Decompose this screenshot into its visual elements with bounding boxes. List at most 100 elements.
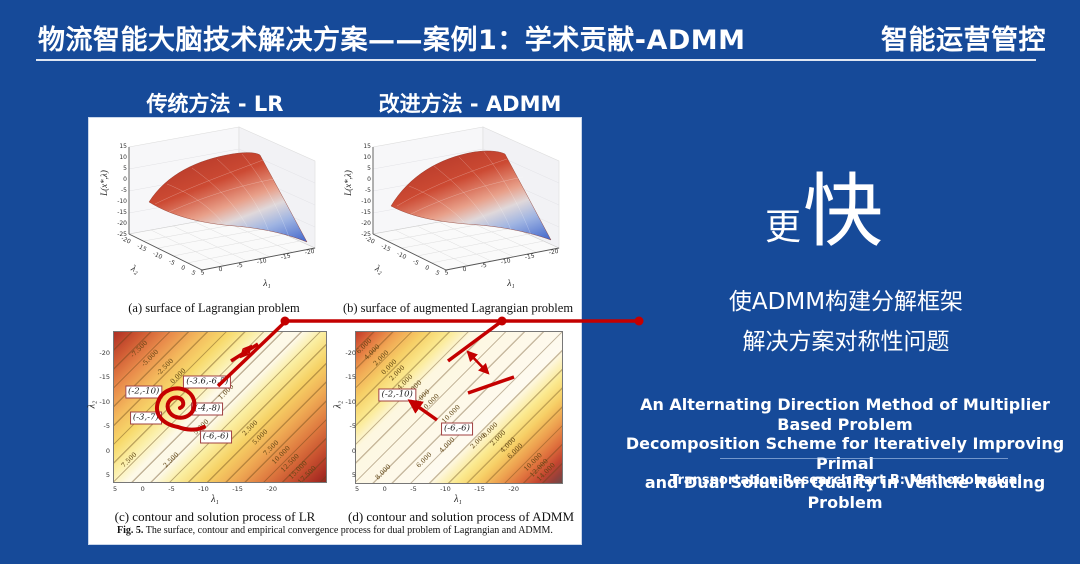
solution-point-label: (-6,-6)	[440, 422, 473, 436]
paper-divider	[720, 458, 1008, 459]
paper-title-line: An Alternating Direction Method of Multi…	[640, 395, 1050, 434]
header-divider	[36, 59, 1036, 61]
key-points: 使ADMM构建分解框架 解决方案对称性问题	[630, 282, 1062, 362]
axis-tick-label: -10	[198, 485, 209, 493]
axis-tick-label: 5	[200, 269, 206, 277]
axis-tick-label: 5	[444, 269, 450, 277]
axis-tick-label: -15	[474, 485, 485, 493]
x-axis-label: λ₁	[454, 494, 462, 505]
axis-tick-label: -15	[361, 209, 371, 216]
axis-tick-label: 0	[423, 264, 431, 273]
surface-mesh	[148, 152, 308, 243]
highlight-faster: 更 快	[640, 172, 1008, 252]
subplot-a-surface: 15 10 5 0 -5 -10 -15 -20 -25 L(x*,λ) -20 -15 -10 -5…	[97, 122, 331, 320]
subplot-d-contour: 6.000 4.000 2.000 0.000 2.000 4.000 6.000 8.000…	[332, 319, 581, 529]
axis-tick-label: 15	[119, 143, 127, 150]
highlight-big-char: 快	[803, 165, 883, 258]
axis-tick-label: 5	[351, 470, 356, 479]
axis-tick-label: -10	[440, 485, 451, 493]
axis-tick-label: -20	[345, 349, 356, 357]
axis-tick-label: 0	[140, 485, 145, 493]
y-axis-ticks: -20 -15 -10 -5 0 5	[97, 349, 110, 479]
axis-tick-label: -15	[345, 373, 356, 382]
axis-tick-label: -20	[266, 485, 277, 493]
axis-tick-label: 5	[123, 165, 127, 172]
contour-level-label: 4.000	[437, 435, 457, 455]
contour-field-admm: 6.000 4.000 2.000 0.000 2.000 4.000 6.000 8.000…	[355, 331, 563, 484]
axis-tick-label: -5	[480, 261, 488, 270]
axis-tick-label: 0	[123, 176, 127, 183]
solution-point-label: (-3,-7)	[129, 411, 162, 424]
axis-tick-label: -15	[99, 373, 110, 382]
solution-point-label: (-4,-8)	[191, 402, 224, 415]
subplot-b-caption: (b) surface of augmented Lagrangian prob…	[342, 301, 574, 315]
axis-tick-label: 0	[462, 265, 468, 274]
label-improved-method: 改进方法 - ADMM	[378, 92, 562, 116]
axis-tick-label: -20	[117, 220, 127, 227]
paper-title-line: and Dual Solution Quality in Vehicle Rou…	[644, 473, 1046, 512]
x-axis-ticks: 5 0 -5 -10 -15 -20	[113, 485, 277, 493]
subplot-a-caption: (a) surface of Lagrangian problem	[128, 301, 300, 315]
axis-tick-label: -20	[99, 349, 110, 357]
axis-tick-label: 0	[218, 265, 224, 274]
subplot-c-caption: (c) contour and solution process of LR	[114, 509, 316, 524]
axis-tick-label: 15	[363, 143, 371, 150]
axis-tick-label: -10	[117, 198, 127, 205]
axis-tick-label: 0	[179, 264, 187, 273]
subplot-b-surface: 15 10 5 0 -5 -10 -15 -20 -25 L(x*,λ) -20 -15 -10 -5…	[341, 122, 575, 320]
axis-tick-label: -5	[365, 187, 371, 194]
axis-tick-label: -5	[236, 261, 244, 270]
axis-tick-label: -25	[361, 231, 371, 238]
x-axis-label: λ₁	[263, 279, 271, 289]
axis-tick-label: 0	[367, 176, 371, 183]
paper-title: An Alternating Direction Method of Multi…	[615, 395, 1075, 512]
axis-tick-label: -20	[361, 220, 371, 227]
x-axis-label: λ₁	[211, 494, 219, 505]
axis-tick-label: 0	[105, 446, 110, 455]
x-axis-ticks: 5 0 -5 -10 -15 -20	[355, 485, 519, 493]
key-point-line: 使ADMM构建分解框架	[728, 289, 964, 315]
figure-caption-text: The surface, contour and empirical conve…	[143, 525, 553, 536]
axis-tick-label: 0	[351, 446, 356, 455]
surface-plot-b	[372, 126, 560, 271]
axis-tick-label: -10	[361, 198, 371, 205]
axis-tick-label: -25	[117, 231, 127, 238]
z-axis-ticks: 15 10 5 0 -5 -10 -15 -20 -25	[349, 143, 371, 238]
figure-caption-number: Fig. 5.	[117, 525, 144, 536]
solution-point-label: (-6,-6)	[199, 430, 232, 444]
axis-tick-label: -15	[117, 209, 127, 216]
axis-tick-label: -15	[232, 485, 243, 493]
contour-level-label: 2.500	[161, 450, 181, 469]
axis-tick-label: 0	[382, 485, 387, 493]
surface-mesh	[390, 150, 552, 241]
axis-tick-label: -5	[349, 422, 356, 431]
header: 物流智能大脑技术解决方案——案例1：学术贡献-ADMM 智能运营管控	[38, 18, 1046, 57]
solution-point-label: (-2,-10)	[125, 385, 163, 399]
z-axis-label: L(x*,λ)	[98, 170, 109, 196]
solution-point-label: (-2,-10)	[378, 388, 416, 402]
key-point-line: 解决方案对称性问题	[742, 329, 950, 355]
x-axis-label: λ₁	[507, 279, 515, 289]
contour-level-label: -2.500	[154, 356, 176, 377]
axis-tick-label: -10	[99, 397, 110, 406]
y-axis-label: λ₂	[86, 400, 98, 409]
journal-name: Transportation Research Part B: Methodol…	[670, 473, 1022, 488]
axis-tick-label: -5	[103, 422, 110, 431]
subplot-d-caption: (d) contour and solution process of ADMM	[347, 509, 575, 524]
solution-point-label: (-3.6,-6.5)	[183, 375, 232, 388]
z-axis-ticks: 15 10 5 0 -5 -10 -15 -20 -25	[105, 143, 127, 238]
axis-tick-label: -5	[121, 187, 127, 194]
contour-level-label: 5.000	[250, 427, 270, 447]
contour-field-lr: -7.500 -5.000 -2.500 0.000 1.000 5.000 7.500 2.…	[113, 331, 327, 483]
label-traditional-method: 传统方法 - LR	[146, 92, 284, 116]
axis-tick-label: -5	[410, 485, 417, 493]
y-axis-ticks: -20 -15 -10 -5 0 5	[343, 349, 356, 479]
figure-caption: Fig. 5. The surface, contour and empiric…	[89, 525, 581, 536]
axis-tick-label: 5	[105, 470, 110, 479]
subplot-c-contour: -7.500 -5.000 -2.500 0.000 1.000 5.000 7.500 2.…	[86, 319, 335, 529]
axis-tick-label: -10	[345, 397, 356, 406]
figure-panel: 15 10 5 0 -5 -10 -15 -20 -25 L(x*,λ) -20 -15 -10 -5…	[86, 117, 582, 545]
axis-tick-label: -5	[168, 485, 175, 493]
highlight-small-char: 更	[764, 207, 801, 248]
